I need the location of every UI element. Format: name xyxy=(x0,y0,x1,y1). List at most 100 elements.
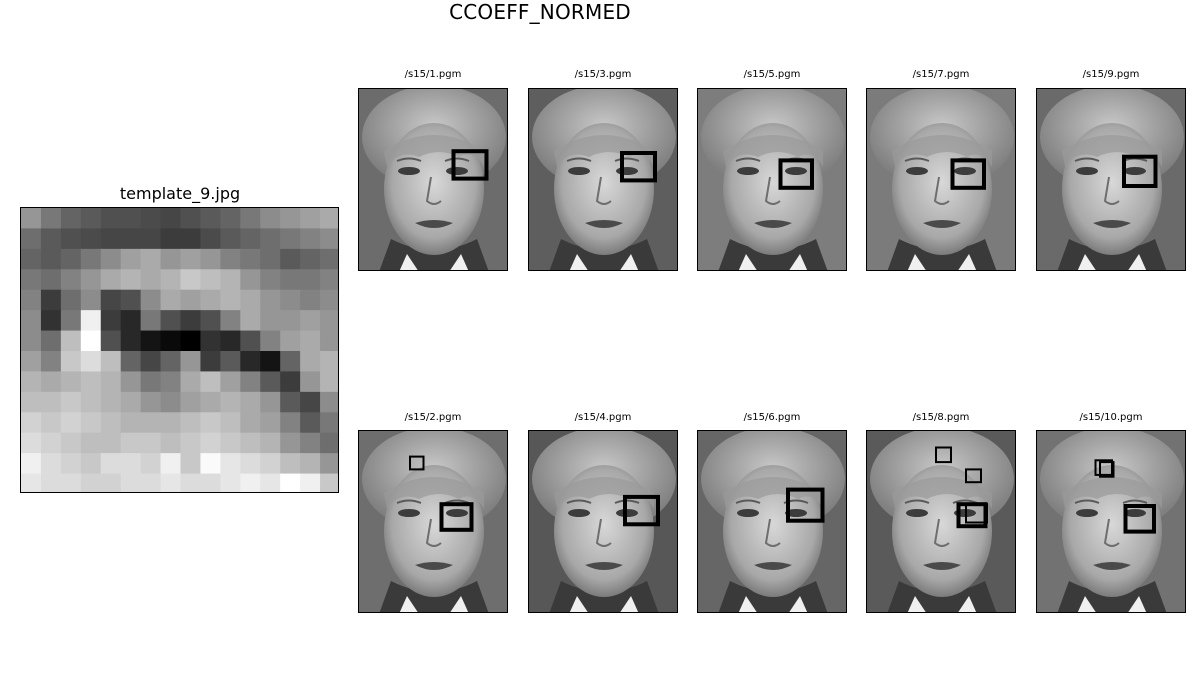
template-pixel xyxy=(120,269,142,291)
match-box xyxy=(439,502,474,532)
template-pixel xyxy=(240,248,261,270)
template-pixel xyxy=(320,351,338,373)
template-pixel xyxy=(300,289,321,311)
template-pixel xyxy=(80,412,102,434)
match-box xyxy=(1099,461,1115,478)
template-pixel xyxy=(140,269,162,291)
template-pixel xyxy=(21,248,42,270)
template-pixel xyxy=(140,412,162,434)
template-pixel xyxy=(100,269,122,291)
template-pixel xyxy=(220,432,241,454)
template-pixel xyxy=(100,289,122,311)
template-pixel xyxy=(260,330,281,352)
right-brow xyxy=(614,157,640,162)
template-pixel xyxy=(280,208,301,230)
nose-line xyxy=(764,176,781,205)
template-pixel xyxy=(40,351,62,373)
template-pixel xyxy=(80,330,102,352)
template-pixel xyxy=(40,453,62,475)
match-box xyxy=(409,455,425,471)
template-image xyxy=(20,207,339,493)
template-pixel xyxy=(180,208,202,230)
template-pixel xyxy=(200,330,221,352)
forehead-hair xyxy=(892,135,992,167)
thumbnail-image xyxy=(697,88,847,271)
template-pixel xyxy=(280,453,301,475)
template-pixel xyxy=(260,412,281,434)
template-pixel xyxy=(120,289,142,311)
template-pixel xyxy=(21,351,42,373)
collar-right xyxy=(450,254,469,270)
template-pixel xyxy=(60,473,82,492)
template-pixel xyxy=(260,432,281,454)
template-pixel xyxy=(220,289,241,311)
template-pixel xyxy=(160,391,182,413)
collar-right xyxy=(620,596,639,612)
match-box xyxy=(620,151,657,183)
template-pixel xyxy=(320,310,338,332)
template-pixel xyxy=(280,351,301,373)
template-pixel xyxy=(100,310,122,332)
match-box xyxy=(451,149,489,181)
left-brow xyxy=(904,157,930,162)
thumbnail-title: /s15/8.pgm xyxy=(912,412,970,423)
template-pixel xyxy=(120,310,142,332)
collar-right xyxy=(450,596,469,612)
nose-line xyxy=(425,518,442,547)
template-pixel xyxy=(300,412,321,434)
template-pixel xyxy=(200,351,221,373)
template-pixel xyxy=(200,391,221,413)
figure-suptitle: CCOEFF_NORMED xyxy=(449,0,631,24)
template-pixel xyxy=(220,208,241,230)
template-pixel xyxy=(280,412,301,434)
thumbnail-image xyxy=(1036,88,1186,271)
mouth-shape xyxy=(415,562,453,570)
template-pixel xyxy=(320,289,338,311)
face-photo xyxy=(1037,431,1185,612)
face-photo xyxy=(529,89,677,270)
template-pixel xyxy=(120,432,142,454)
match-box xyxy=(778,158,814,190)
template-pixel xyxy=(300,248,321,270)
template-pixel xyxy=(300,330,321,352)
template-pixel xyxy=(220,351,241,373)
template-pixel xyxy=(180,351,202,373)
template-pixel xyxy=(60,453,82,475)
template-pixel xyxy=(300,453,321,475)
template-pixel xyxy=(21,208,42,230)
match-box xyxy=(1094,459,1113,476)
left-eye xyxy=(1076,509,1098,517)
template-pixel xyxy=(300,432,321,454)
template-pixel xyxy=(240,330,261,352)
template-pixel xyxy=(200,310,221,332)
template-pixel xyxy=(80,473,102,492)
template-pixel xyxy=(140,289,162,311)
right-brow xyxy=(1122,499,1148,504)
template-pixel xyxy=(300,473,321,492)
template-pixel xyxy=(260,228,281,250)
template-pixel xyxy=(120,473,142,492)
thumbnail-title: /s15/2.pgm xyxy=(404,412,462,423)
template-pixel xyxy=(140,473,162,492)
template-pixel xyxy=(40,391,62,413)
template-pixel xyxy=(120,330,142,352)
left-eye xyxy=(398,509,420,517)
left-eye xyxy=(568,167,590,175)
template-pixel xyxy=(260,391,281,413)
template-pixel xyxy=(240,289,261,311)
template-pixel xyxy=(320,371,338,393)
forehead-hair xyxy=(554,135,654,167)
collar-left xyxy=(569,596,588,612)
thumbnail-title: /s15/3.pgm xyxy=(574,69,632,80)
template-pixel xyxy=(240,310,261,332)
template-pixel xyxy=(280,289,301,311)
template-pixel xyxy=(140,228,162,250)
collar-left xyxy=(399,596,418,612)
collar-left xyxy=(907,254,926,270)
template-pixel xyxy=(100,371,122,393)
template-pixel xyxy=(240,269,261,291)
template-pixel xyxy=(120,453,142,475)
template-pixel xyxy=(180,289,202,311)
template-pixel xyxy=(200,248,221,270)
template-pixel xyxy=(240,432,261,454)
